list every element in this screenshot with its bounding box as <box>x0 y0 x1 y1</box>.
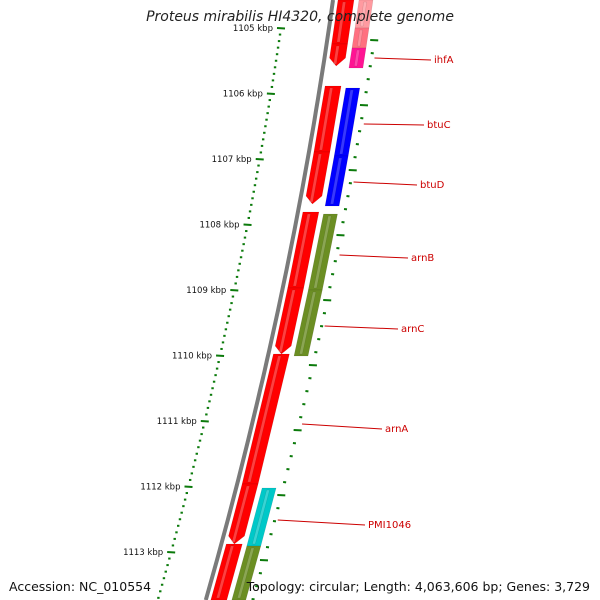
cds-arnC <box>293 289 323 357</box>
cds-highlight <box>313 215 332 289</box>
tick-label: 1113 kbp <box>123 548 163 558</box>
map-title: Proteus mirabilis HI4320, complete genom… <box>146 9 454 25</box>
cds-highlight <box>251 489 270 545</box>
outer-cds <box>305 151 331 205</box>
tick-label: 1108 kbp <box>199 221 239 231</box>
outer-cds <box>274 287 305 355</box>
label-leader <box>324 325 399 330</box>
outer-cds <box>228 483 259 545</box>
backbone <box>203 0 335 600</box>
gene-label-PMI1046: PMI1046 <box>368 520 411 531</box>
label-leader <box>353 181 418 186</box>
cds-highlight <box>330 157 343 205</box>
cds-highlight <box>357 29 363 47</box>
cds-highlight <box>309 153 322 203</box>
cds-highlight <box>216 545 235 599</box>
outer-cds-track <box>210 0 355 600</box>
scale-ticks: 1105 kbp 1106 kbp 1107 kbp 1108 kbp 1109 kbp… <box>123 24 379 600</box>
cds-highlight <box>299 291 317 355</box>
major-tick <box>167 551 176 554</box>
gene-label-btuC: btuC <box>427 120 451 131</box>
cds-highlight <box>339 89 354 155</box>
major-tick <box>216 354 225 357</box>
cds-highlight <box>237 547 255 599</box>
cds-ihfA <box>348 47 367 69</box>
cds-btuD <box>324 155 349 207</box>
cds-highlight <box>231 485 250 543</box>
gene-label-arnB: arnB <box>411 253 434 264</box>
cds-next <box>231 545 262 600</box>
label-leader <box>374 57 432 61</box>
outer-cds <box>329 43 348 67</box>
major-tick <box>276 27 286 30</box>
backbone-line <box>203 0 335 600</box>
tick-label: 1105 kbp <box>233 24 273 34</box>
label-leader <box>363 123 425 126</box>
major-tick <box>255 158 264 161</box>
label-leader <box>277 519 366 526</box>
tick-label: 1106 kbp <box>223 90 263 100</box>
gene-label-arnC: arnC <box>401 324 424 335</box>
topology-text: Topology: circular; Length: 4,063,606 bp… <box>246 579 590 594</box>
major-tick <box>230 289 239 292</box>
gene-labels: ihfA btuC btuD arnB arnC arnA PMI1046 <box>277 55 454 531</box>
gene-label-btuD: btuD <box>420 180 445 191</box>
major-tick <box>266 92 275 95</box>
tick-label: 1112 kbp <box>140 483 180 493</box>
label-leader <box>339 254 409 259</box>
cds-highlight <box>333 45 340 65</box>
cds-highlight <box>336 1 346 43</box>
inner-cds-track <box>231 0 374 600</box>
cds-highlight <box>319 87 334 151</box>
major-tick <box>184 485 193 488</box>
gene-label-ihfA: ihfA <box>434 55 454 66</box>
cds-highlight <box>247 355 282 483</box>
tick-label: 1107 kbp <box>212 155 252 165</box>
tick-label: 1109 kbp <box>186 286 226 296</box>
major-tick <box>200 420 209 423</box>
label-leader <box>302 423 383 430</box>
cds-highlight <box>353 49 360 67</box>
gene-label-arnA: arnA <box>385 424 408 435</box>
accession-text: Accession: NC_010554 <box>9 579 152 594</box>
cds-highlight <box>360 1 367 27</box>
outer-cds <box>210 543 243 600</box>
major-tick <box>243 223 252 226</box>
tick-label: 1111 kbp <box>157 417 197 427</box>
cds-highlight <box>278 289 296 353</box>
tick-label: 1110 kbp <box>172 352 212 362</box>
cds-highlight <box>292 213 311 287</box>
